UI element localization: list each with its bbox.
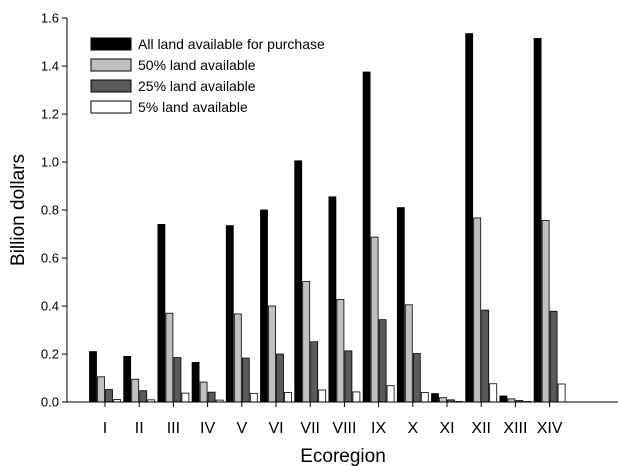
x-tick-label: III: [167, 420, 180, 437]
y-tick-label: 0.8: [41, 203, 59, 218]
bar: [541, 219, 550, 403]
bar: [173, 357, 182, 403]
bar: [378, 319, 387, 403]
bar: [328, 196, 337, 403]
x-tick-label: XI: [439, 420, 454, 437]
bar: [225, 225, 234, 403]
bar: [481, 309, 490, 403]
x-tick-label: X: [407, 420, 418, 437]
bar: [465, 33, 474, 403]
bar: [412, 353, 421, 403]
legend-label: 5% land available: [138, 99, 248, 115]
bar: [191, 361, 200, 403]
legend-swatch: [90, 79, 132, 93]
bar: [344, 350, 353, 403]
y-tick-label: 0.2: [41, 347, 59, 362]
x-axis-title: Ecoregion: [300, 446, 386, 466]
bar: [157, 223, 166, 403]
x-tick-label: IV: [200, 420, 215, 437]
bar: [549, 310, 558, 403]
bar: [123, 355, 132, 403]
bar: [89, 351, 97, 403]
bar: [557, 383, 566, 403]
bar: [268, 305, 276, 403]
x-tick-label: VII: [300, 420, 320, 437]
bar: [105, 389, 113, 403]
bar: [284, 391, 292, 403]
bar: [302, 281, 311, 403]
bar: [386, 385, 395, 403]
y-tick-label: 0.0: [41, 395, 59, 410]
y-tick-label: 1.4: [41, 59, 59, 74]
bar: [139, 390, 148, 403]
x-tick-label: II: [135, 420, 144, 437]
bar: [249, 392, 258, 403]
bar: [199, 381, 208, 403]
legend-swatch: [90, 58, 132, 72]
bar: [241, 357, 250, 403]
x-tick-label: I: [103, 420, 107, 437]
bar: [233, 313, 242, 403]
bar: [260, 209, 268, 403]
y-tick-label: 1.6: [41, 11, 59, 26]
legend-swatch: [90, 100, 132, 114]
y-tick-label: 0.6: [41, 251, 59, 266]
bar: [97, 376, 105, 403]
bar: [318, 389, 327, 403]
bar: [370, 236, 379, 403]
x-tick-label: XII: [471, 420, 491, 437]
x-axis: I II III IV V VI VII VIII IX X XI XII XIII XIV: [67, 401, 618, 437]
x-tick-label: VI: [268, 420, 283, 437]
bar: [276, 353, 284, 403]
bar: [439, 397, 447, 403]
bar: [499, 395, 508, 403]
legend-label: All land available for purchase: [138, 36, 325, 52]
x-tick-label: XIII: [503, 420, 527, 437]
bar: [207, 391, 216, 403]
y-axis: 0.0 0.2 0.4 0.6 0.8 1.0 1.2 1.4 1.6: [41, 11, 68, 410]
legend-label: 50% land available: [138, 57, 256, 73]
bar: [489, 383, 498, 403]
bar: [131, 378, 140, 403]
bar: [396, 207, 405, 403]
x-tick-label: XIV: [537, 420, 563, 437]
x-tick-label: VIII: [332, 420, 356, 437]
x-tick-label: IX: [371, 420, 386, 437]
legend: All land available for purchase 50% land …: [90, 36, 325, 115]
bar: [362, 71, 371, 403]
bar: [431, 393, 439, 403]
bar: [533, 38, 542, 403]
legend-label: 25% land available: [138, 78, 256, 94]
bar: [404, 304, 413, 403]
legend-swatch: [90, 37, 132, 51]
bar: [165, 312, 174, 403]
plot-area: [89, 33, 566, 403]
y-tick-label: 1.0: [41, 155, 59, 170]
bar: [310, 341, 319, 403]
y-tick-label: 0.4: [41, 299, 59, 314]
bar: [473, 217, 482, 403]
y-axis-title: Billion dollars: [8, 154, 29, 266]
bar: [294, 160, 303, 403]
bar: [420, 391, 429, 403]
y-tick-label: 1.2: [41, 107, 59, 122]
bar: [181, 392, 190, 403]
bar: [336, 299, 345, 403]
x-tick-label: V: [236, 420, 247, 437]
bar: [352, 391, 361, 403]
